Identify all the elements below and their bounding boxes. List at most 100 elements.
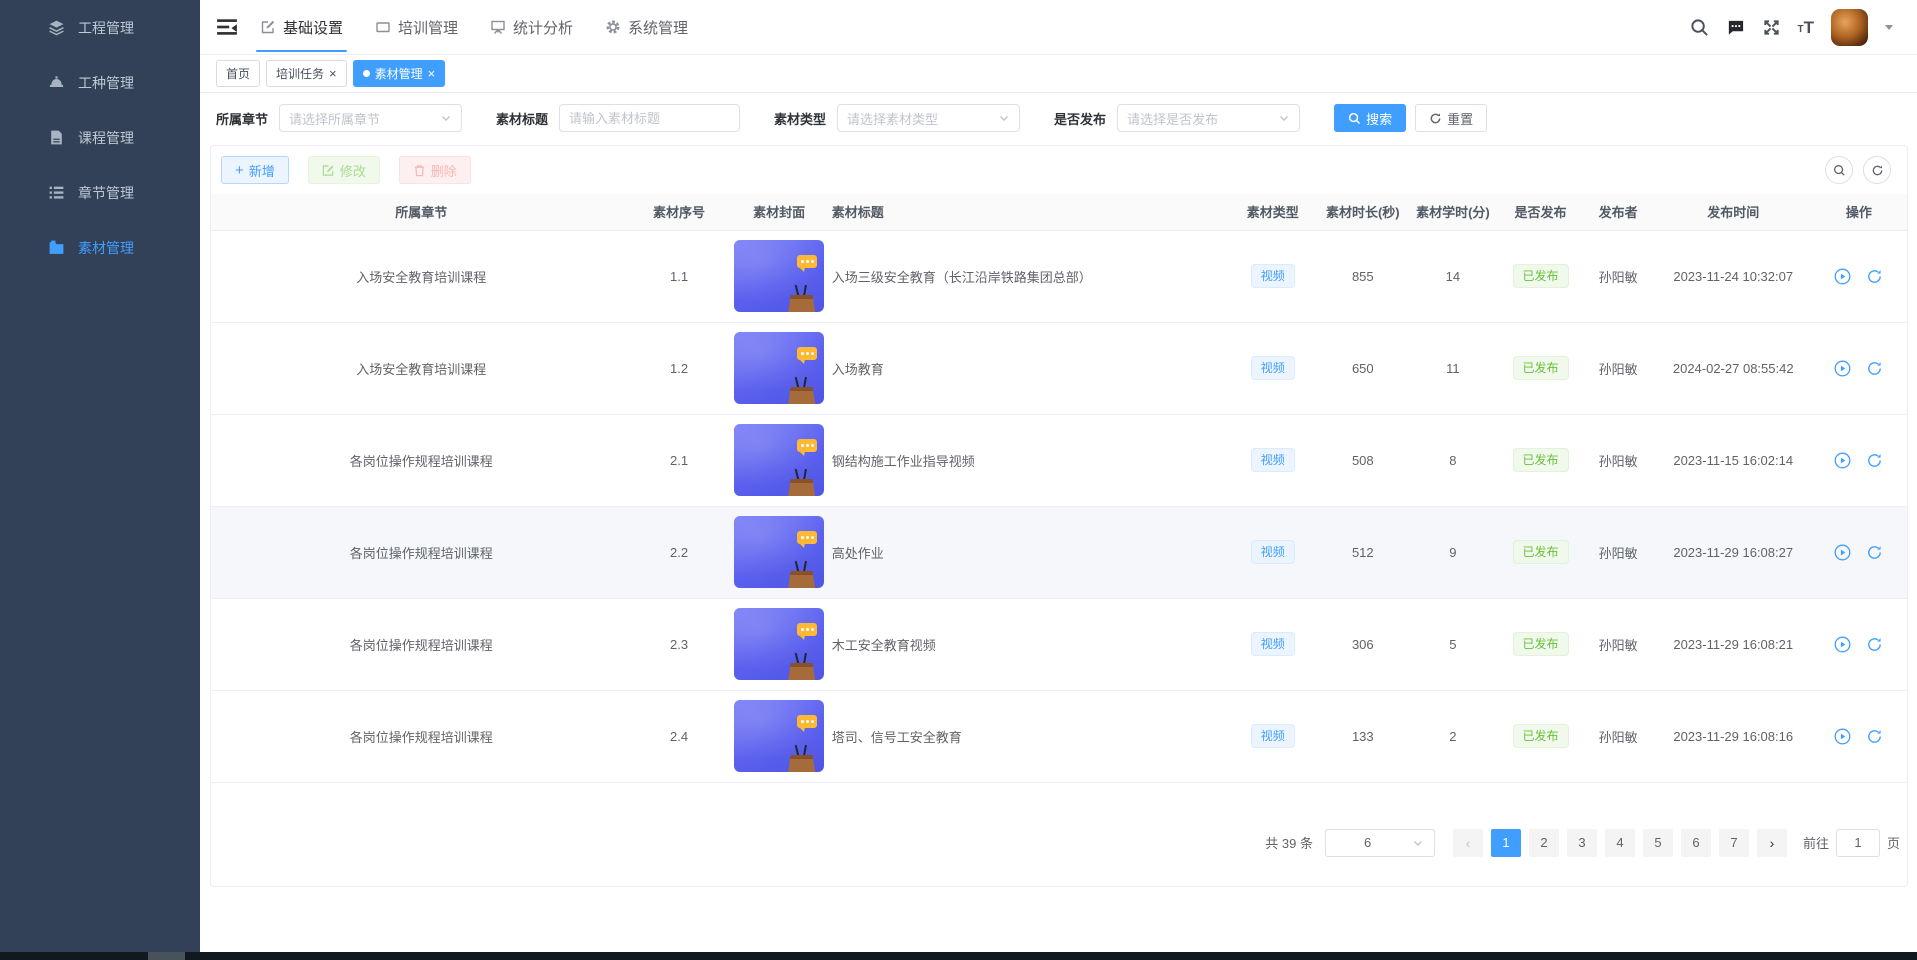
select-placeholder: 请选择是否发布 [1127,111,1219,127]
video-thumbnail[interactable] [734,608,825,680]
cell-actions [1810,690,1907,783]
cell-status: 已发布 [1500,506,1581,599]
page-button-7[interactable]: 7 [1718,828,1749,857]
cell-cover [726,598,832,691]
video-thumbnail[interactable] [734,332,825,404]
tab-training-task[interactable]: 培训任务 [266,60,347,87]
tab-material-mgmt[interactable]: 素材管理 [352,60,446,87]
play-circle-icon[interactable] [1834,360,1851,377]
cell-seq: 2.3 [631,598,727,691]
microphone-icon [803,284,808,297]
refresh-icon[interactable] [1866,268,1883,285]
list-icon [48,184,65,201]
video-thumbnail[interactable] [734,424,825,496]
table-row[interactable]: 入场安全教育培训课程 1.1 入场三级安全教育（长江沿岸铁路集团总部） 视频 8… [211,230,1907,323]
tab-home[interactable]: 首页 [216,60,261,87]
select-placeholder: 请选择素材类型 [847,111,939,127]
search-button-label: 搜索 [1366,111,1393,127]
horizontal-scrollbar[interactable] [0,952,1917,960]
table-row[interactable]: 各岗位操作规程培训课程 2.4 塔司、信号工安全教育 视频 133 2 已发布 … [211,690,1907,783]
delete-button[interactable]: 删除 [398,156,471,184]
topnav-basic-settings[interactable]: 基础设置 [255,0,348,55]
table-row[interactable]: 各岗位操作规程培训课程 2.3 木工安全教育视频 视频 306 5 已发布 孙阳… [211,598,1907,691]
sidebar-item-worktype-mgmt[interactable]: 工种管理 [0,55,200,110]
refresh-icon[interactable] [1866,728,1883,745]
play-circle-icon[interactable] [1834,544,1851,561]
page-button-2[interactable]: 2 [1528,828,1559,857]
sidebar-item-chapter-mgmt[interactable]: 章节管理 [0,165,200,220]
cell-cover [726,414,832,507]
cell-publish-time: 2023-11-29 16:08:21 [1655,598,1811,691]
close-icon[interactable] [428,67,436,80]
filter-type-label: 素材类型 [774,111,827,127]
filter-chapter-select[interactable]: 请选择所属章节 [279,104,463,132]
video-thumbnail[interactable] [734,700,825,772]
topnav-training-mgmt[interactable]: 培训管理 [375,0,458,55]
cell-actions [1810,506,1907,599]
type-badge: 视频 [1250,632,1295,656]
table-toolbar: 新增 修改 删除 [211,146,1907,194]
podium-icon [788,295,816,312]
video-thumbnail[interactable] [734,516,825,588]
prev-page-button[interactable]: ‹ [1452,828,1483,857]
trash-icon [413,164,426,177]
avatar[interactable] [1831,8,1868,46]
refresh-icon[interactable] [1866,360,1883,377]
reset-button[interactable]: 重置 [1415,104,1488,132]
video-thumbnail[interactable] [734,240,825,312]
cell-minutes: 9 [1405,506,1501,599]
add-button[interactable]: 新增 [221,156,289,184]
play-circle-icon[interactable] [1834,452,1851,469]
filter-published-select[interactable]: 请选择是否发布 [1117,104,1301,132]
refresh-icon[interactable] [1866,544,1883,561]
page-button-4[interactable]: 4 [1604,828,1635,857]
topnav-statistics[interactable]: 统计分析 [490,0,573,55]
goto-page-input[interactable] [1835,828,1880,857]
table-row[interactable]: 各岗位操作规程培训课程 2.1 钢结构施工作业指导视频 视频 508 8 已发布… [211,414,1907,507]
fullscreen-icon[interactable] [1762,18,1781,37]
type-badge: 视频 [1250,724,1295,748]
table-search-toggle-icon[interactable] [1825,156,1853,184]
close-icon[interactable] [329,67,337,80]
filter-title-input[interactable] [559,104,741,132]
sidebar-item-project-mgmt[interactable]: 工程管理 [0,0,200,55]
filter-type-select[interactable]: 请选择素材类型 [837,104,1021,132]
speech-bubble-icon [797,623,818,640]
table-refresh-icon[interactable] [1863,156,1891,184]
play-circle-icon[interactable] [1834,728,1851,745]
sidebar-item-course-mgmt[interactable]: 课程管理 [0,110,200,165]
caret-down-icon[interactable] [1885,24,1893,30]
page-button-5[interactable]: 5 [1642,828,1673,857]
microphone-icon [794,560,800,573]
cell-duration: 306 [1320,598,1406,691]
next-page-button[interactable]: › [1756,828,1787,857]
sidebar-collapse-icon[interactable] [216,16,238,38]
play-circle-icon[interactable] [1834,636,1851,653]
cell-publisher: 孙阳敏 [1580,414,1656,507]
refresh-icon[interactable] [1866,636,1883,653]
edit-button[interactable]: 修改 [307,156,380,184]
play-circle-icon[interactable] [1834,268,1851,285]
page-button-1[interactable]: 1 [1490,828,1521,857]
refresh-icon[interactable] [1866,452,1883,469]
search-icon[interactable] [1690,18,1709,37]
page-button-3[interactable]: 3 [1566,828,1597,857]
cell-cover [726,230,832,323]
topnav-system-mgmt[interactable]: 系统管理 [605,0,688,55]
select-placeholder: 请选择所属章节 [289,111,381,127]
total-count: 共 39 条 [1265,836,1313,851]
col-duration: 素材时长(秒) [1320,194,1406,231]
table-row[interactable]: 入场安全教育培训课程 1.2 入场教育 视频 650 11 已发布 孙阳敏 20… [211,322,1907,415]
cell-publish-time: 2024-02-27 08:55:42 [1655,322,1811,415]
message-icon[interactable] [1726,18,1745,37]
table-row[interactable]: 各岗位操作规程培训课程 2.2 高处作业 视频 512 9 已发布 孙阳敏 20… [211,506,1907,599]
search-button[interactable]: 搜索 [1334,104,1407,132]
speech-bubble-icon [797,255,818,272]
status-badge: 已发布 [1512,724,1569,748]
page-button-6[interactable]: 6 [1680,828,1711,857]
tab-label: 首页 [226,67,251,81]
page-size-select[interactable]: 6 [1324,828,1435,857]
sidebar-item-material-mgmt[interactable]: 素材管理 [0,220,200,275]
scrollbar-thumb[interactable] [148,952,185,960]
